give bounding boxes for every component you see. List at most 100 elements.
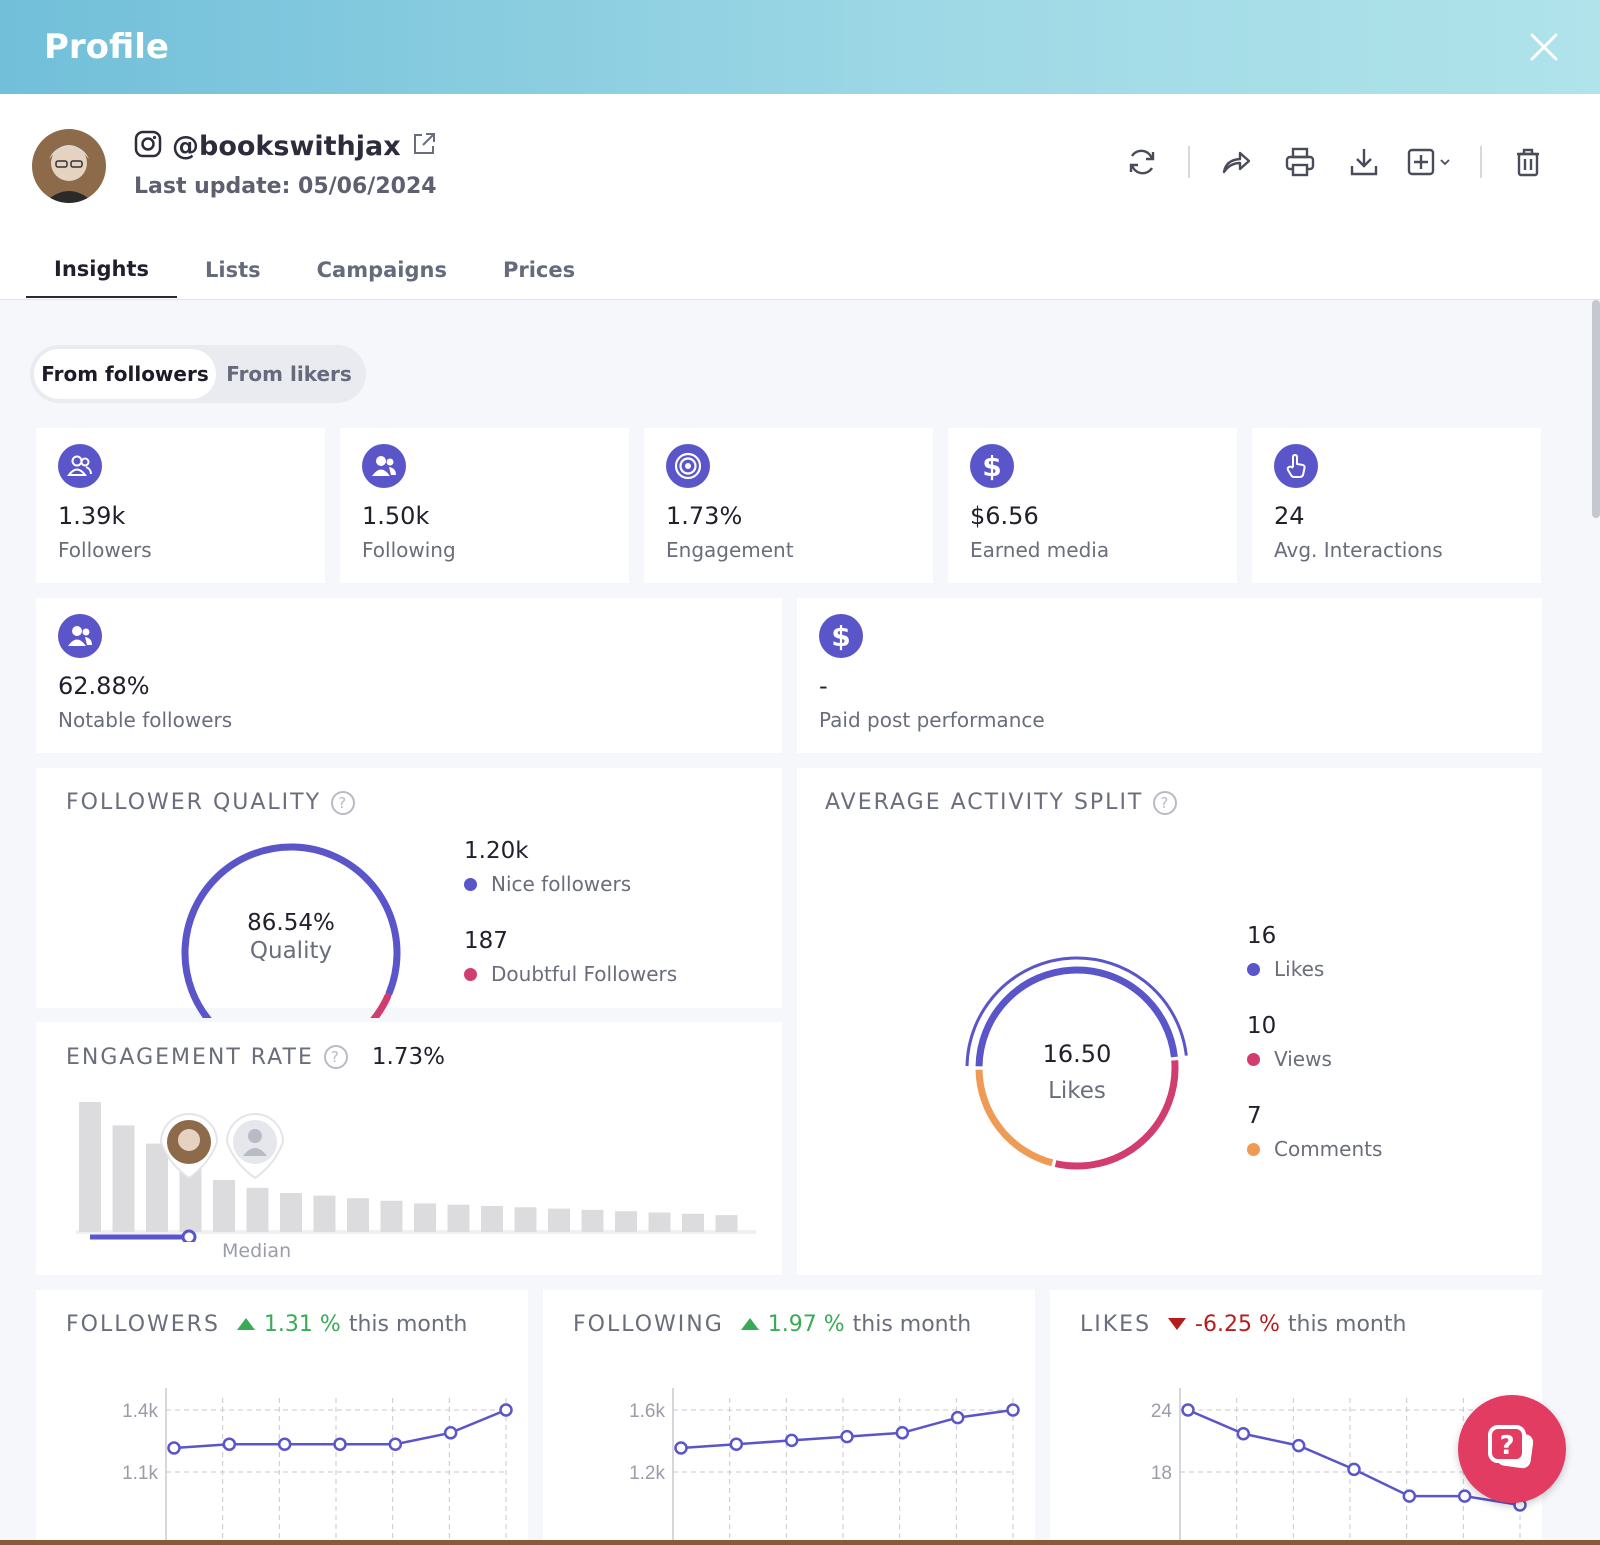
scrollbar[interactable] — [1592, 300, 1600, 518]
comments-value: 7 — [1247, 1103, 1262, 1129]
trend-header: LIKES -6.25 % this month — [1080, 1312, 1406, 1337]
toolbar-divider — [1188, 146, 1190, 178]
add-to-list-icon[interactable] — [1396, 142, 1466, 182]
stat-label: Engagement — [666, 538, 794, 562]
distribution-bar — [447, 1204, 470, 1232]
median-label: Median — [222, 1240, 292, 1262]
activity-donut-chart — [965, 956, 1188, 1170]
stat-card-avg-interactions: 24 Avg. Interactions — [1252, 428, 1541, 583]
user-placeholder-icon — [248, 1129, 262, 1143]
likes-line-chart: 24 18 — [1151, 1388, 1527, 1545]
distribution-bar — [112, 1125, 135, 1232]
from-likers-option[interactable]: From likers — [226, 362, 352, 386]
distribution-bar — [648, 1212, 671, 1232]
download-icon[interactable] — [1332, 142, 1396, 182]
series-point — [1402, 1489, 1417, 1503]
tab-prices[interactable]: Prices — [502, 258, 576, 282]
engagement-distribution-chart — [76, 1102, 756, 1242]
likes-trend-card: LIKES -6.25 % this month 24 18 — [1050, 1290, 1542, 1545]
series-point — [895, 1426, 910, 1440]
series-point — [1236, 1427, 1251, 1441]
quality-percent-label: Quality — [249, 938, 333, 964]
distribution-bar — [481, 1206, 503, 1232]
distribution-bar — [715, 1215, 738, 1232]
trend-title: FOLLOWING — [573, 1312, 724, 1337]
trend-title: LIKES — [1080, 1312, 1152, 1337]
stat-value: $6.56 — [970, 502, 1039, 530]
distribution-bar — [179, 1164, 202, 1232]
trash-icon[interactable] — [1496, 142, 1560, 182]
series-point — [1347, 1462, 1361, 1477]
y-tick-label: 18 — [1151, 1463, 1172, 1484]
print-icon[interactable] — [1268, 142, 1332, 182]
series-point — [784, 1433, 799, 1448]
stat-label: Paid post performance — [819, 708, 1045, 732]
series-point — [222, 1437, 237, 1451]
external-link-icon[interactable] — [411, 131, 437, 161]
doubtful-label-row: Doubtful Followers — [464, 962, 677, 986]
legend-dot — [1247, 962, 1260, 976]
distribution-bar — [414, 1203, 436, 1232]
distribution-bar — [313, 1195, 336, 1232]
engagement-rate-value: 1.73% — [371, 1044, 445, 1070]
stat-value: 62.88% — [58, 672, 150, 700]
series-point — [277, 1437, 292, 1451]
activity-split-title: AVERAGE ACTIVITY SPLIT ? — [825, 790, 1178, 815]
help-icon[interactable]: ? — [331, 790, 356, 815]
refresh-icon[interactable] — [1110, 142, 1174, 182]
engagement-rate-card: ENGAGEMENT RATE ? 1.73% Median — [36, 1022, 782, 1275]
donut-highlight-ring — [965, 956, 1188, 1067]
series-point — [499, 1403, 513, 1417]
trend-pct: 1.97 % — [767, 1312, 845, 1337]
share-icon[interactable] — [1204, 142, 1268, 182]
arrow-up-icon — [236, 1312, 256, 1337]
help-icon[interactable]: ? — [323, 1045, 348, 1069]
donut-segment — [975, 1069, 1054, 1167]
distribution-bar — [548, 1208, 570, 1232]
quality-legend: 1.20k Nice followers 187 Doubtful Follow… — [464, 838, 677, 986]
arrow-up-icon — [740, 1312, 760, 1337]
distribution-bar — [581, 1209, 604, 1232]
median-marker — [181, 1229, 197, 1242]
stat-value: 1.73% — [666, 502, 743, 530]
tab-lists[interactable]: Lists — [204, 258, 261, 282]
svg-text:?: ? — [1499, 1431, 1514, 1461]
help-chat-button[interactable]: ? — [1458, 1395, 1566, 1503]
section-title: ENGAGEMENT RATE — [66, 1044, 314, 1070]
follower-quality-card: FOLLOWER QUALITY ? 86.54% Quality 1.20k … — [36, 768, 782, 1018]
series-point — [1006, 1403, 1020, 1417]
dollar-icon: $ — [819, 614, 863, 658]
legend-dot — [464, 967, 477, 981]
section-title: FOLLOWER QUALITY — [66, 790, 322, 815]
tab-insights[interactable]: Insights — [26, 242, 177, 298]
follower-quality-title: FOLLOWER QUALITY ? — [66, 790, 356, 815]
series-point — [1181, 1403, 1195, 1417]
user-group-icon — [58, 614, 102, 658]
stat-label: Following — [362, 538, 456, 562]
last-update: Last update: 05/06/2024 — [134, 174, 437, 199]
quality-percent: 86.54% — [247, 910, 335, 936]
arrow-down-icon — [1167, 1312, 1187, 1337]
nice-label: Nice followers — [491, 872, 632, 896]
stat-label: Avg. Interactions — [1274, 538, 1443, 562]
help-icon[interactable]: ? — [1153, 790, 1178, 815]
comments-label-row: Comments — [1247, 1137, 1382, 1161]
from-followers-option[interactable]: From followers — [34, 349, 216, 399]
audience-toggle: From followers From likers — [30, 345, 366, 403]
tab-campaigns[interactable]: Campaigns — [316, 258, 447, 282]
y-tick-label: 1.2k — [629, 1463, 665, 1484]
user-group-icon — [362, 444, 406, 488]
series-point — [729, 1437, 744, 1451]
gauge-nice-arc — [181, 843, 401, 1018]
modal-title: Profile — [44, 27, 169, 67]
views-label: Views — [1274, 1047, 1332, 1071]
avatar — [32, 129, 106, 203]
toolbar — [1110, 142, 1560, 182]
series-point — [388, 1437, 403, 1451]
stat-card-paid-post: $ - Paid post performance — [797, 598, 1542, 753]
series-point — [840, 1429, 854, 1444]
following-trend-card: FOLLOWING 1.97 % this month 1.6k 1.2k — [543, 1290, 1035, 1545]
doubtful-label: Doubtful Followers — [491, 962, 678, 986]
trend-suffix: this month — [852, 1312, 972, 1337]
close-icon[interactable] — [1522, 25, 1566, 69]
